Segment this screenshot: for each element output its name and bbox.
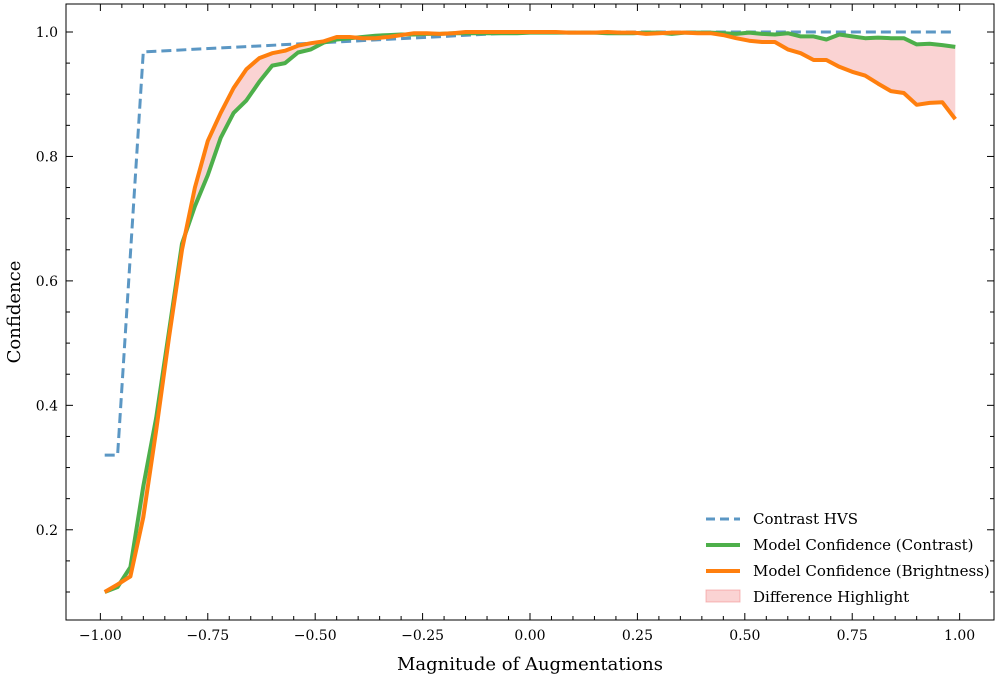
x-tick-label: 1.00 [944,628,975,644]
x-tick-label: 0.00 [514,628,545,644]
legend-label-model-brightness: Model Confidence (Brightness) [753,562,990,580]
x-tick-label: 0.25 [622,628,653,644]
y-tick-label: 0.6 [36,274,58,290]
x-tick-label: −0.50 [294,628,337,644]
x-tick-label: −1.00 [79,628,122,644]
x-tick-label: 0.50 [729,628,760,644]
series-layer [103,30,957,594]
legend-label-model-contrast: Model Confidence (Contrast) [753,536,974,554]
legend-swatch-difference [705,589,741,603]
y-tick-label: 0.4 [36,398,58,414]
x-axis-label: Magnitude of Augmentations [397,654,663,675]
y-tick-label: 1.0 [36,25,58,41]
legend: Contrast HVS Model Confidence (Contrast)… [705,510,990,606]
plot-frame [65,3,995,621]
x-tick-label: 0.75 [837,628,868,644]
ticks-layer: −1.00 −0.75 −0.50 −0.25 0.00 0.25 0.50 0.75 1.00… [36,4,994,644]
y-tick-label: 0.8 [36,149,58,165]
legend-label-contrast-hvs: Contrast HVS [753,510,858,528]
legend-label-difference: Difference Highlight [753,588,909,606]
x-tick-label: −0.75 [186,628,229,644]
model-confidence-brightness-line [103,30,957,594]
x-tick-label: −0.25 [401,628,444,644]
y-axis-label: Confidence [4,261,25,364]
y-tick-label: 0.2 [36,523,58,539]
